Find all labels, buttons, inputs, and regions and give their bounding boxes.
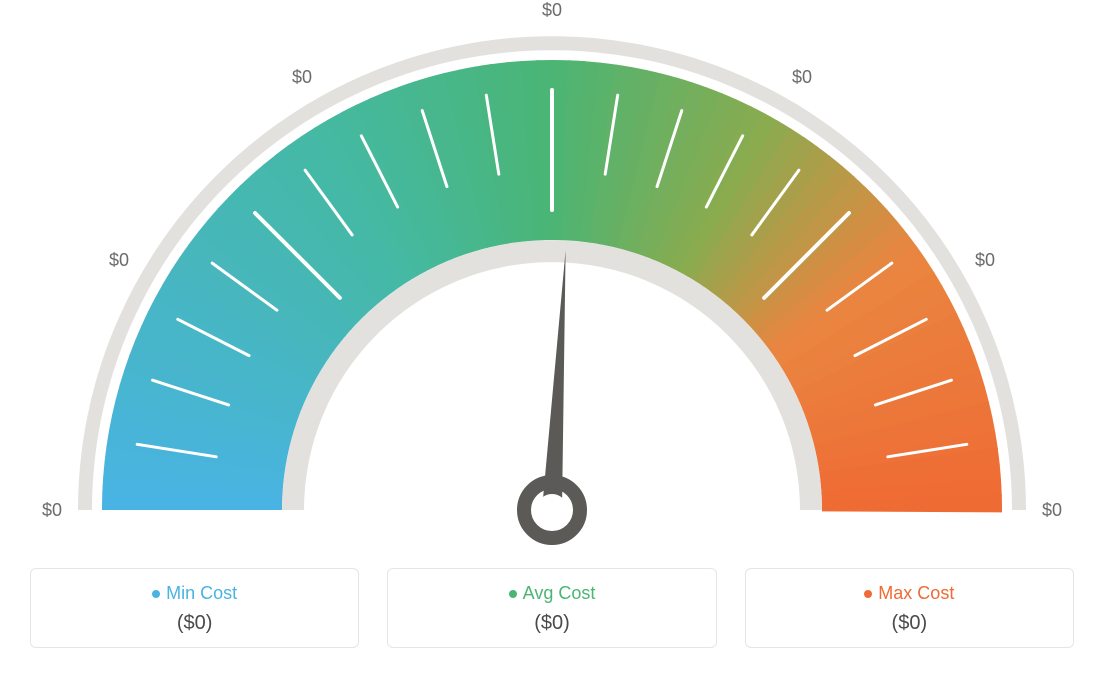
legend-card-min: Min Cost ($0) (30, 568, 359, 648)
legend-value-max: ($0) (746, 612, 1073, 635)
legend-label-min-text: Min Cost (166, 583, 237, 603)
svg-text:$0: $0 (542, 0, 562, 20)
legend-label-avg-text: Avg Cost (523, 583, 596, 603)
svg-text:$0: $0 (109, 250, 129, 270)
svg-text:$0: $0 (1042, 500, 1062, 520)
legend-label-max-text: Max Cost (878, 583, 954, 603)
gauge-svg: $0 $0 $0 $0 $0 $0 $0 (0, 0, 1104, 560)
legend-row: Min Cost ($0) Avg Cost ($0) Max Cost ($0… (0, 568, 1104, 648)
svg-text:$0: $0 (975, 250, 995, 270)
legend-value-min: ($0) (31, 612, 358, 635)
legend-value-avg: ($0) (388, 612, 715, 635)
legend-dot-min (152, 590, 160, 598)
legend-card-max: Max Cost ($0) (745, 568, 1074, 648)
cost-gauge-infographic: $0 $0 $0 $0 $0 $0 $0 Min Cost ($0) Avg Cost ($… (0, 0, 1104, 690)
legend-dot-avg (509, 590, 517, 598)
legend-label-min: Min Cost (31, 583, 358, 604)
legend-label-avg: Avg Cost (388, 583, 715, 604)
svg-text:$0: $0 (292, 67, 312, 87)
legend-label-max: Max Cost (746, 583, 1073, 604)
svg-text:$0: $0 (792, 67, 812, 87)
gauge-chart: $0 $0 $0 $0 $0 $0 $0 (0, 0, 1104, 560)
legend-dot-max (864, 590, 872, 598)
legend-card-avg: Avg Cost ($0) (387, 568, 716, 648)
svg-text:$0: $0 (42, 500, 62, 520)
